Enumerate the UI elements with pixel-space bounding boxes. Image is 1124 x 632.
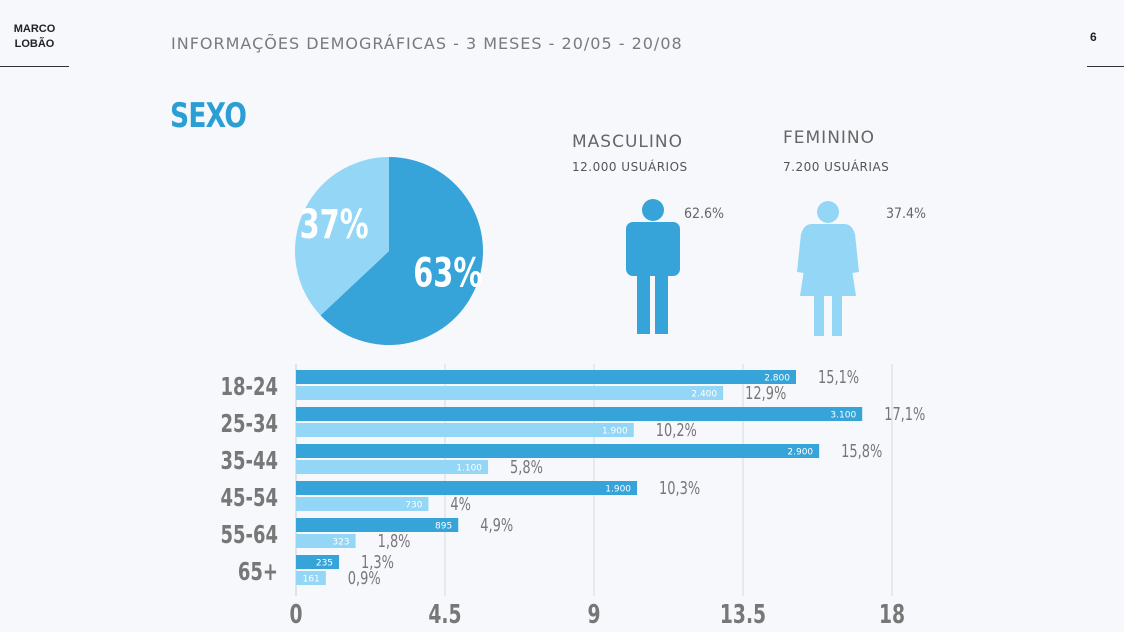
bar-value-label: 4%	[450, 493, 471, 515]
female-person-icon	[797, 201, 859, 336]
bar	[296, 460, 489, 474]
bar-count-label: 2.400	[691, 390, 717, 400]
section-title: SEXO	[170, 96, 247, 136]
bar-value-label: 15,1%	[818, 366, 859, 388]
bar	[296, 407, 863, 421]
brand-logo: MARCO LOBÃO	[0, 22, 69, 52]
bar-count-label: 895	[435, 522, 452, 532]
page-number: 6	[1090, 30, 1097, 44]
page-divider	[1087, 66, 1124, 67]
x-tick-label: 18	[879, 600, 905, 630]
category-label: 55-64	[220, 521, 278, 550]
bar-value-label: 0,9%	[348, 567, 381, 589]
x-tick-label: 0	[289, 600, 302, 630]
female-count: 7.200 USUÁRIAS	[783, 160, 890, 174]
bar	[296, 481, 638, 495]
bar	[296, 423, 634, 437]
bar	[296, 571, 326, 585]
pie-slice-label: 63%	[413, 251, 482, 297]
bar	[296, 497, 429, 511]
female-percent: 37.4%	[886, 206, 927, 222]
male-person-icon	[626, 199, 680, 334]
bar	[296, 555, 340, 569]
bar-value-label: 10,2%	[656, 419, 697, 441]
brand-line-1: MARCO	[13, 23, 56, 35]
male-label: MASCULINO	[572, 132, 683, 152]
male-count: 12.000 USUÁRIOS	[572, 160, 688, 174]
bar-value-label: 10,3%	[659, 477, 700, 499]
category-label: 25-34	[220, 410, 278, 439]
bar	[296, 534, 356, 548]
category-label: 65+	[238, 558, 278, 587]
bar-value-label: 5,8%	[510, 456, 543, 478]
male-percent: 62.6%	[684, 206, 725, 222]
bar	[296, 386, 724, 400]
page-title: INFORMAÇÕES DEMOGRÁFICAS - 3 MESES - 20/…	[171, 34, 683, 53]
bar-count-label: 323	[332, 538, 349, 548]
category-label: 45-54	[220, 484, 278, 513]
brand-divider	[0, 66, 69, 67]
bar	[296, 518, 459, 532]
category-label: 35-44	[220, 447, 278, 476]
brand-line-2: LOBÃO	[14, 38, 55, 50]
bar-value-label: 1,3%	[361, 551, 394, 573]
bar-count-label: 2.900	[787, 448, 813, 458]
bar-value-label: 12,9%	[745, 382, 786, 404]
x-tick-label: 9	[587, 600, 600, 630]
bar-count-label: 1.100	[456, 464, 482, 474]
bar-count-label: 1.900	[602, 427, 628, 437]
bar-value-label: 1,8%	[378, 530, 411, 552]
bar-value-label: 15,8%	[841, 440, 882, 462]
bar-count-label: 161	[303, 575, 320, 585]
x-tick-label: 13.5	[720, 600, 766, 630]
bar-count-label: 730	[405, 501, 422, 511]
bar	[296, 370, 796, 384]
category-label: 18-24	[220, 373, 278, 402]
bar-count-label: 2.800	[764, 374, 790, 384]
pie-slice	[320, 157, 483, 345]
bar-count-label: 1.900	[605, 485, 631, 495]
pie-slice	[295, 157, 389, 316]
x-tick-label: 4.5	[428, 600, 461, 630]
bar-value-label: 4,9%	[480, 514, 513, 536]
bar-value-label: 17,1%	[884, 403, 925, 425]
bar-count-label: 235	[316, 559, 333, 569]
female-label: FEMININO	[783, 128, 876, 148]
gender-pie-chart: 63% 37%	[295, 157, 483, 345]
bar	[296, 444, 820, 458]
bar-count-label: 3.100	[830, 411, 856, 421]
pie-slice-label: 37%	[300, 202, 369, 248]
